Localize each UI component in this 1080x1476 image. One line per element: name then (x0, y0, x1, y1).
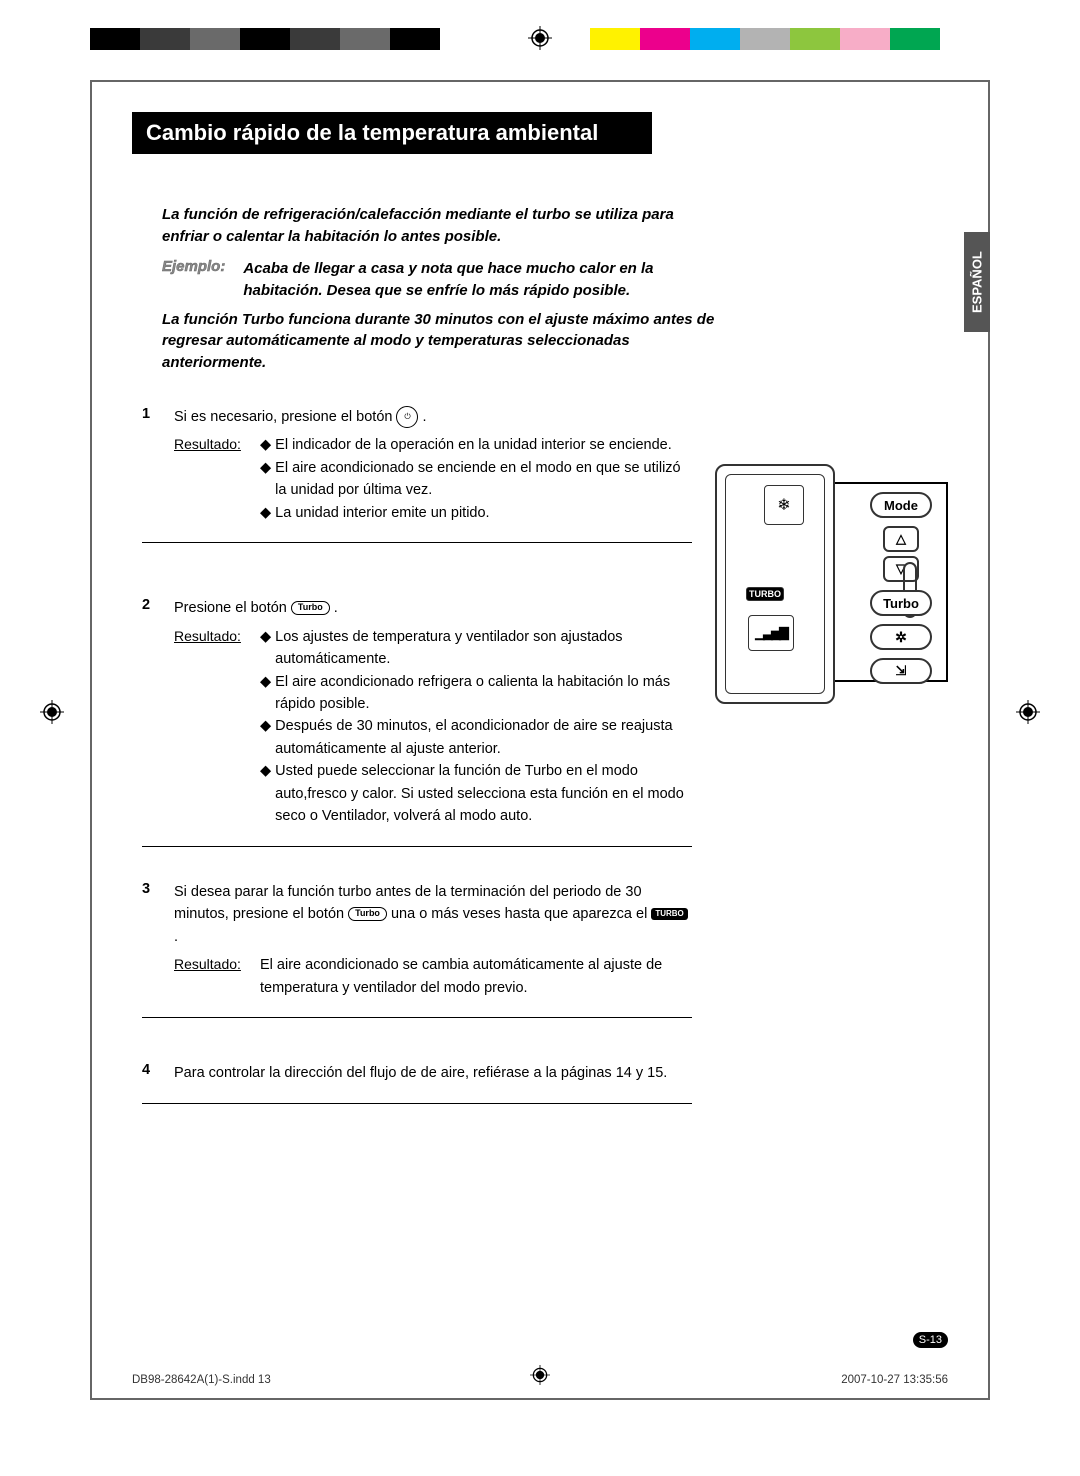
step-text-end: . (174, 929, 178, 945)
step-number: 4 (142, 1062, 160, 1084)
turbo-duration-note: La función Turbo funciona durante 30 min… (162, 309, 732, 374)
step-text-end: . (423, 409, 427, 425)
bullet-text: Después de 30 minutos, el acondicionador… (275, 715, 692, 760)
mode-button: Mode (870, 492, 932, 518)
step-text-mid: una o más veses hasta que aparezca el (391, 906, 651, 922)
bullet-text: El indicador de la operación en la unida… (275, 434, 672, 456)
registration-mark-top (528, 26, 552, 50)
step-4: 4 Para controlar la dirección del flujo … (142, 1048, 692, 1103)
turbo-button-icon: Turbo (348, 907, 387, 921)
bullet-text: Usted puede seleccionar la función de Tu… (275, 760, 692, 827)
signal-icon: ▁▃▅▇ (748, 615, 794, 651)
result-bullets: ◆ Los ajustes de temperatura y ventilado… (260, 626, 692, 828)
power-button-icon: ⏻ (396, 406, 418, 428)
remote-buttons: Mode △ ▽ Turbo ✲ ⇲ (870, 492, 932, 684)
result-plain-text: El aire acondicionado se cambia automáti… (260, 954, 692, 999)
footer-filename: DB98-28642A(1)-S.indd 13 (132, 1374, 271, 1386)
step-instruction: Para controlar la dirección del flujo de… (174, 1062, 692, 1084)
intro-text: La función de refrigeración/calefacción … (162, 204, 722, 248)
bullet-text: Los ajustes de temperatura y ventilador … (275, 626, 692, 671)
step-text: Presione el botón (174, 600, 291, 616)
registration-mark-bottom (530, 1365, 550, 1390)
result-label: Resultado: (174, 954, 250, 999)
step-instruction: Si es necesario, presione el botón ⏻ . (174, 406, 692, 428)
page-title: Cambio rápido de la temperatura ambienta… (132, 112, 652, 154)
swing-button: ⇲ (870, 658, 932, 684)
registration-mark-left (40, 700, 64, 724)
remote-display: ❄ TURBO ▁▃▅▇ (715, 464, 835, 704)
result-label: Resultado: (174, 626, 250, 828)
page-frame: Cambio rápido de la temperatura ambienta… (90, 80, 990, 1400)
example-row: Ejemplo: Acaba de llegar a casa y nota q… (162, 258, 722, 303)
temp-up-button: △ (883, 526, 919, 552)
result-bullets: ◆ El indicador de la operación en la uni… (260, 434, 692, 524)
step-number: 3 (142, 881, 160, 999)
result-label: Resultado: (174, 434, 250, 524)
step-1: 1 Si es necesario, presione el botón ⏻ .… (142, 392, 692, 543)
step-3: 3 Si desea parar la función turbo antes … (142, 867, 692, 1018)
turbo-display-icon: TURBO (651, 908, 687, 920)
result-text: El aire acondicionado se cambia automáti… (260, 954, 692, 999)
snowflake-icon: ❄ (764, 485, 804, 525)
step-instruction: Presione el botón Turbo . (174, 597, 692, 619)
bullet-text: El aire acondicionado refrigera o calien… (275, 671, 692, 716)
example-label: Ejemplo: (162, 258, 225, 303)
turbo-button-icon: Turbo (291, 601, 330, 615)
remote-control-figure: ❄ TURBO ▁▃▅▇ Mode △ ▽ Turbo ✲ ⇲ (723, 482, 948, 682)
step-text: Si es necesario, presione el botón (174, 409, 396, 425)
example-text: Acaba de llegar a casa y nota que hace m… (243, 258, 722, 303)
step-number: 1 (142, 406, 160, 524)
step-text-end: . (334, 600, 338, 616)
fan-button: ✲ (870, 624, 932, 650)
footer-timestamp: 2007-10-27 13:35:56 (841, 1374, 948, 1386)
turbo-button: Turbo (870, 590, 932, 616)
language-tab: ESPAÑOL (964, 232, 990, 332)
step-2: 2 Presione el botón Turbo . Resultado: ◆… (142, 583, 692, 847)
page-number-badge: S-13 (913, 1332, 948, 1348)
step-instruction: Si desea parar la función turbo antes de… (174, 881, 692, 948)
step-number: 2 (142, 597, 160, 828)
bullet-text: El aire acondicionado se enciende en el … (275, 457, 692, 502)
turbo-display-icon: TURBO (746, 587, 784, 601)
bullet-text: La unidad interior emite un pitido. (275, 502, 489, 524)
registration-mark-right (1016, 700, 1040, 724)
